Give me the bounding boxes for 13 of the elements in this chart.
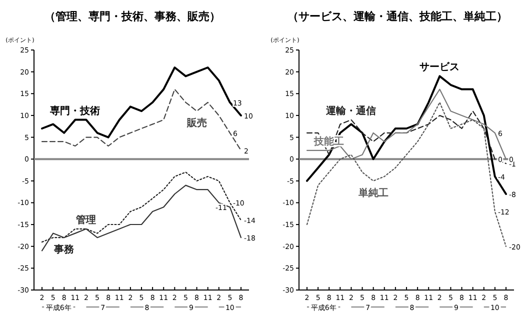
series-label: 単純工	[357, 186, 388, 199]
series-label: 専門・技術	[49, 104, 100, 117]
line-series	[41, 172, 242, 243]
chart-title: （管理、専門・技術、事務、販売）	[44, 10, 220, 23]
line-series	[41, 88, 242, 151]
line-series	[41, 66, 242, 138]
chart-title: （サービス、運輸・通信、技能工、単純工）	[288, 10, 508, 23]
series-label: 管理	[75, 214, 96, 226]
series-label: 運輸・通信	[325, 104, 376, 117]
line-series	[306, 102, 507, 247]
series-label: 販売	[186, 117, 207, 130]
series-label: 事務	[53, 244, 76, 256]
series-label: サービス	[420, 61, 460, 74]
